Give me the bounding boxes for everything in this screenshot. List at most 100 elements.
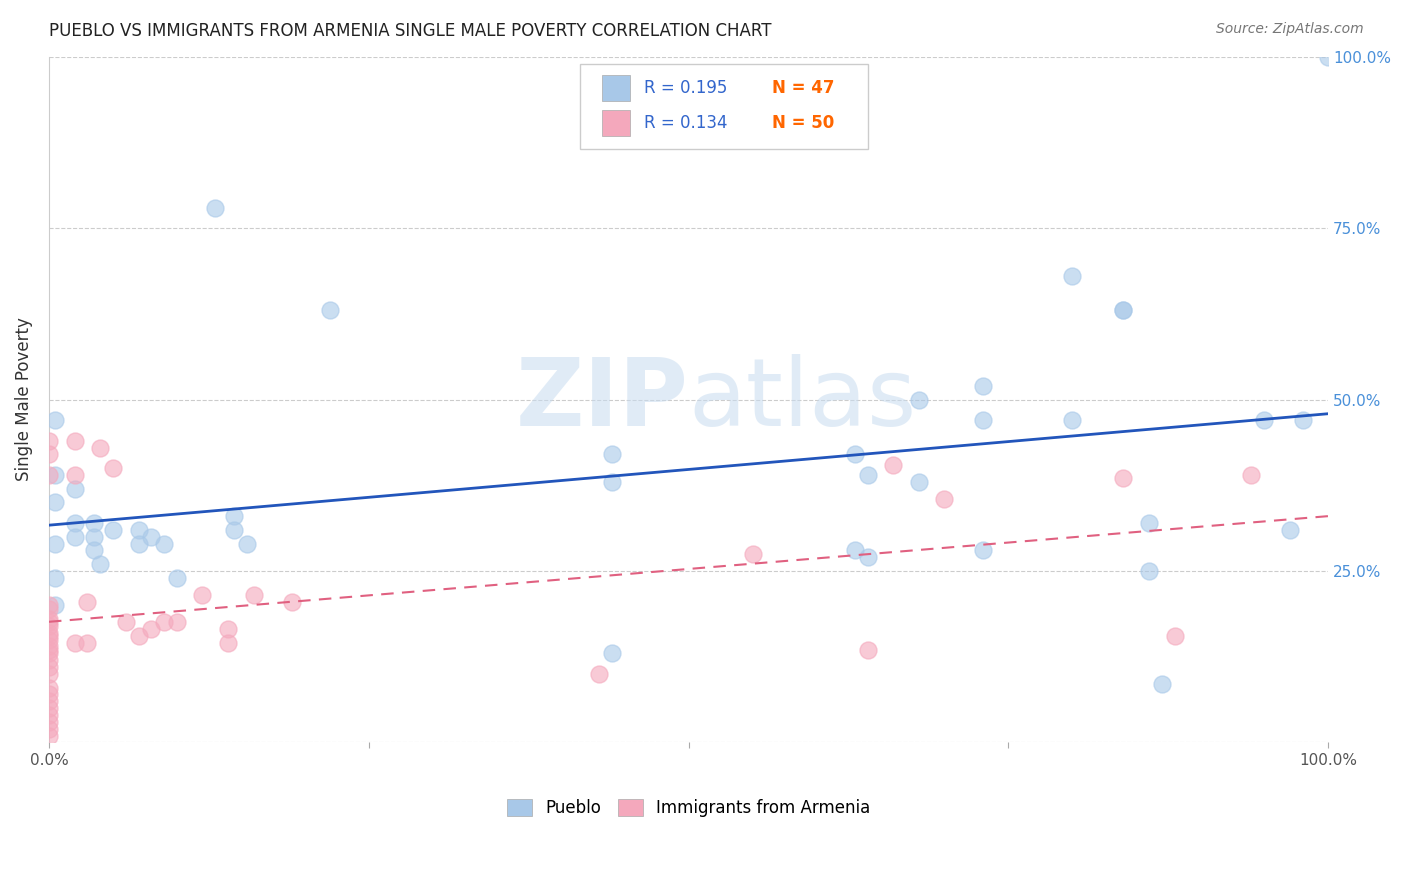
Point xyxy=(101,461,124,475)
Point xyxy=(83,516,105,530)
Point xyxy=(856,550,879,565)
Point xyxy=(63,530,86,544)
Point xyxy=(934,491,956,506)
Point xyxy=(141,530,163,544)
Point xyxy=(76,595,98,609)
Point xyxy=(38,653,60,667)
Point xyxy=(224,509,246,524)
Point xyxy=(1112,303,1135,318)
Point xyxy=(741,547,763,561)
Point xyxy=(89,557,111,571)
Point xyxy=(166,615,188,630)
Point xyxy=(153,536,176,550)
Point xyxy=(38,601,60,615)
Text: Source: ZipAtlas.com: Source: ZipAtlas.com xyxy=(1216,22,1364,37)
Text: N = 47: N = 47 xyxy=(772,78,834,96)
Point xyxy=(38,619,60,633)
Point xyxy=(38,599,60,613)
Point xyxy=(972,379,994,393)
Point xyxy=(204,201,226,215)
Point xyxy=(217,622,239,636)
Point xyxy=(44,599,66,613)
Y-axis label: Single Male Poverty: Single Male Poverty xyxy=(15,318,32,482)
Point xyxy=(844,447,866,461)
Point xyxy=(600,475,623,489)
FancyBboxPatch shape xyxy=(579,63,868,149)
Point xyxy=(844,543,866,558)
Point xyxy=(114,615,136,630)
Point xyxy=(76,636,98,650)
Point xyxy=(166,571,188,585)
Point xyxy=(319,303,342,318)
Point xyxy=(89,441,111,455)
Point xyxy=(38,612,60,626)
Point xyxy=(153,615,176,630)
Point xyxy=(1062,413,1084,427)
Point xyxy=(38,629,60,643)
Point xyxy=(1112,303,1135,318)
Text: atlas: atlas xyxy=(689,353,917,446)
Point xyxy=(38,646,60,660)
Point xyxy=(44,536,66,550)
Point xyxy=(882,458,904,472)
Text: R = 0.134: R = 0.134 xyxy=(644,114,727,132)
Point xyxy=(38,722,60,736)
Point xyxy=(1137,564,1160,578)
FancyBboxPatch shape xyxy=(602,75,630,101)
Point xyxy=(600,646,623,660)
Point xyxy=(1163,629,1185,643)
Point xyxy=(128,629,150,643)
Point xyxy=(63,636,86,650)
Point xyxy=(38,714,60,729)
Point xyxy=(1150,677,1173,691)
Point xyxy=(38,643,60,657)
Point xyxy=(83,530,105,544)
Point xyxy=(907,392,929,407)
Point xyxy=(38,694,60,708)
Point xyxy=(38,447,60,461)
Text: R = 0.195: R = 0.195 xyxy=(644,78,727,96)
Point xyxy=(38,615,60,630)
Point xyxy=(972,413,994,427)
Point xyxy=(856,643,879,657)
Point xyxy=(1240,468,1263,483)
Point xyxy=(63,516,86,530)
Point xyxy=(907,475,929,489)
Point xyxy=(191,588,214,602)
Point xyxy=(44,468,66,483)
Text: PUEBLO VS IMMIGRANTS FROM ARMENIA SINGLE MALE POVERTY CORRELATION CHART: PUEBLO VS IMMIGRANTS FROM ARMENIA SINGLE… xyxy=(49,22,772,40)
Point xyxy=(856,468,879,483)
Point xyxy=(1253,413,1275,427)
Point xyxy=(1062,269,1084,284)
Point xyxy=(224,523,246,537)
Point xyxy=(972,543,994,558)
Point xyxy=(38,708,60,723)
Point xyxy=(38,434,60,448)
Point xyxy=(63,434,86,448)
Point xyxy=(1317,50,1340,64)
Point xyxy=(38,729,60,743)
Point xyxy=(588,666,610,681)
Point xyxy=(1278,523,1301,537)
Point xyxy=(1112,471,1135,485)
Point xyxy=(83,543,105,558)
Point xyxy=(44,495,66,509)
Point xyxy=(38,701,60,715)
Point xyxy=(38,681,60,695)
Point xyxy=(38,468,60,483)
Point xyxy=(141,622,163,636)
Point xyxy=(128,523,150,537)
Text: ZIP: ZIP xyxy=(516,353,689,446)
Point xyxy=(281,595,304,609)
Point xyxy=(217,636,239,650)
Point xyxy=(44,571,66,585)
Point xyxy=(38,640,60,654)
Point xyxy=(63,482,86,496)
FancyBboxPatch shape xyxy=(602,111,630,136)
Point xyxy=(44,413,66,427)
Point xyxy=(38,666,60,681)
Point xyxy=(38,632,60,647)
Point xyxy=(63,468,86,483)
Point xyxy=(1137,516,1160,530)
Point xyxy=(242,588,264,602)
